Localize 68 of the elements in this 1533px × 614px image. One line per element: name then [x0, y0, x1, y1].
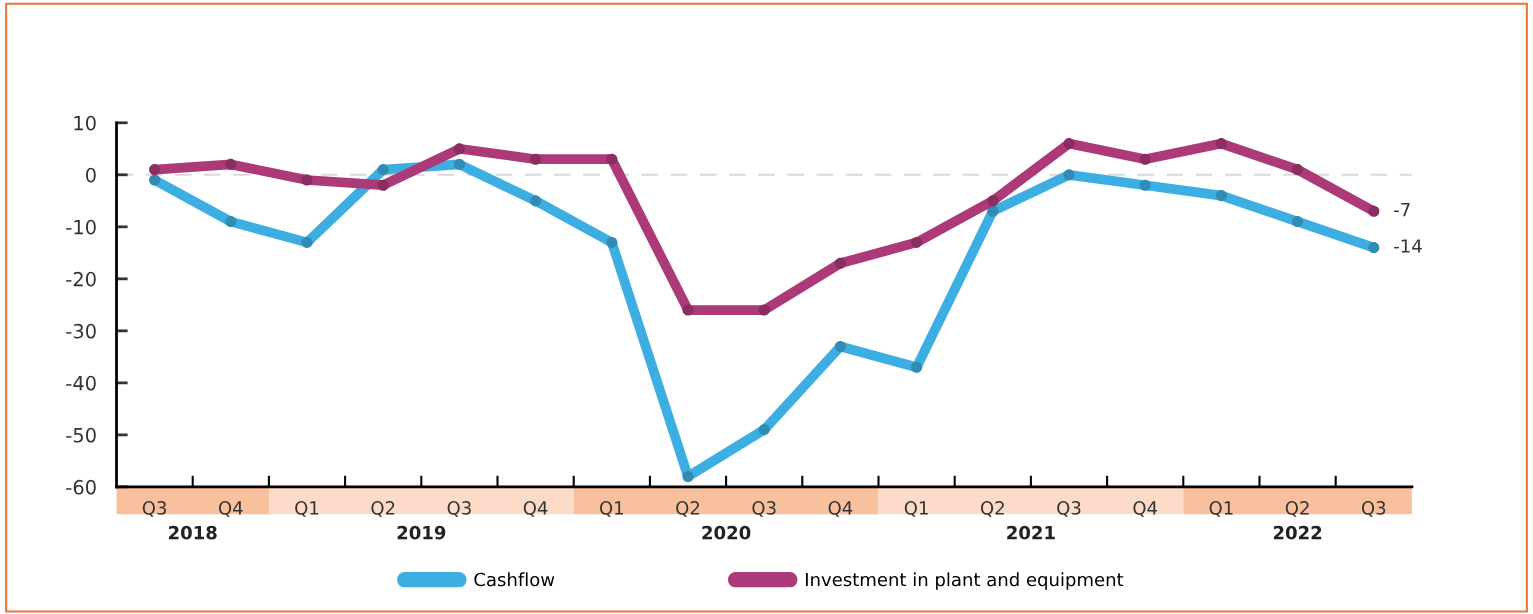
point: [225, 216, 237, 228]
x-tick-label: Q4: [828, 501, 853, 517]
y-tick-label: -60: [66, 479, 96, 495]
x-tick-label: Q4: [523, 501, 548, 517]
x-tick-label: Q3: [1057, 501, 1081, 517]
point: [1063, 138, 1075, 150]
y-tick-label: -50: [66, 427, 96, 443]
point: [301, 236, 313, 248]
text: 2022: [1273, 525, 1322, 540]
point: [834, 340, 846, 353]
x-tick-label: Q4: [1133, 501, 1158, 517]
x-tick-label: Q2: [1285, 501, 1309, 517]
text: 2020: [702, 525, 751, 540]
point: [453, 158, 465, 170]
point: [1292, 216, 1304, 228]
point: [1368, 205, 1380, 217]
point: [606, 236, 618, 248]
y-tick-label: 10: [74, 115, 96, 131]
y-tick-label: -10: [66, 219, 96, 235]
point: [834, 257, 846, 269]
point: [682, 470, 694, 483]
point: [1063, 169, 1075, 181]
point: [758, 304, 770, 316]
x-tick-label: Q1: [295, 501, 319, 517]
point: [1368, 242, 1380, 254]
point: [530, 153, 542, 165]
x-tick-label: Q2: [371, 501, 395, 517]
x-tick-label: Q3: [752, 501, 776, 517]
point: [987, 195, 999, 207]
point: [149, 164, 161, 176]
y-tick-label: 0: [85, 167, 96, 183]
x-tick-label: Q4: [218, 501, 243, 517]
x-tick-label: Q1: [1209, 501, 1233, 517]
x-tick-label: Q2: [980, 501, 1004, 517]
point: [453, 143, 465, 155]
y-tick-label: -20: [66, 271, 96, 287]
x-tick-label: Q1: [904, 501, 928, 517]
x-tick-label: Q2: [676, 501, 700, 517]
point: [1215, 138, 1227, 150]
legend-label: Cashflow: [474, 572, 555, 587]
point: [377, 179, 389, 191]
text: 2018: [169, 525, 217, 540]
point: [301, 174, 313, 186]
y-tick-label: -30: [66, 323, 96, 339]
y-tick-label: -40: [66, 375, 96, 391]
x-tick-label: Q3: [447, 501, 471, 517]
point: [377, 164, 389, 176]
data-label: -14: [1394, 239, 1422, 253]
point: [911, 236, 923, 248]
point: [1215, 190, 1227, 202]
text: 2019: [397, 525, 446, 540]
point: [149, 174, 161, 186]
x-tick-label: Q3: [142, 501, 167, 517]
point: [987, 205, 999, 217]
x-tick-label: Q3: [1361, 501, 1386, 517]
text: 2021: [1007, 525, 1055, 540]
point: [1292, 164, 1304, 176]
point: [530, 195, 542, 207]
data-label: -7: [1394, 203, 1410, 217]
point: [682, 304, 694, 316]
legend-label: Investment in plant and equipment: [806, 572, 1124, 590]
point: [1139, 153, 1151, 165]
x-tick-label: Q1: [599, 501, 623, 517]
point: [1139, 179, 1151, 191]
point: [758, 424, 770, 436]
point: [225, 158, 237, 170]
point: [911, 361, 923, 373]
point: [606, 153, 618, 165]
